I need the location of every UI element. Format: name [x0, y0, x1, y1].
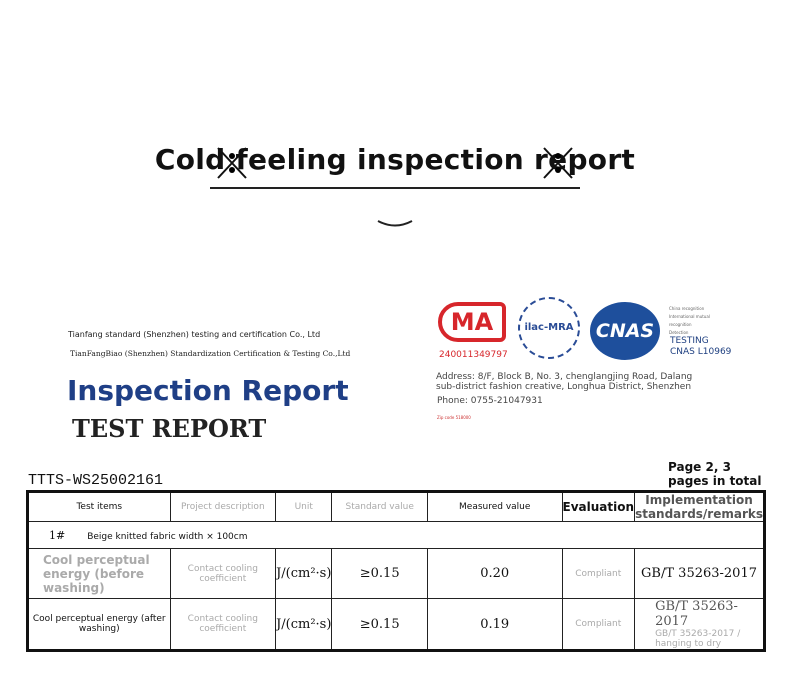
company-name-en: TianFangBiao (Shenzhen) Standardization … — [70, 349, 351, 358]
results-table: Test items Project description Unit Stan… — [26, 490, 766, 652]
description: Contact cooling coefficient — [169, 548, 277, 599]
test-item: Cool perceptual energy (after washing) — [27, 598, 171, 651]
sample-row: 1# Beige knitted fabric width × 100cm — [27, 521, 765, 549]
test-item: Cool perceptual energy (before washing) — [27, 548, 171, 599]
standard-value: ≥0.15 — [331, 598, 428, 651]
report-title: Inspection Report — [67, 374, 349, 407]
header-standard: Standard value — [331, 491, 428, 522]
report-subtitle: TEST REPORT — [72, 414, 267, 443]
chevron-down-icon — [377, 220, 413, 227]
cnas-notes: China recognition International mutual re… — [669, 306, 710, 335]
evaluation: Compliant — [561, 598, 636, 651]
measured-value: 0.19 — [426, 598, 563, 651]
cnas-testing: TESTING CNAS L10969 — [670, 336, 732, 357]
header-measured: Measured value — [426, 491, 563, 522]
remark: GB/T 35263-2017 GB/T 35263-2017 / hanging… — [634, 598, 765, 651]
header-remarks: Implementation standards/remarks — [634, 491, 765, 522]
description: Contact cooling coefficient — [169, 598, 277, 651]
header-evaluation: Evaluation — [561, 491, 636, 522]
cma-logo: MA — [438, 302, 506, 342]
evaluation: Compliant — [561, 548, 636, 599]
banner-title: Cold feeling inspection report — [154, 143, 636, 176]
address: Address: 8/F, Block B, No. 3, chenglangj… — [436, 372, 693, 392]
cma-number: 240011349797 — [439, 350, 508, 360]
title-underline — [210, 187, 580, 189]
zip-code: Zip code 518000 — [437, 415, 471, 420]
ilac-mra-logo: ilac-MRA — [518, 297, 580, 359]
header-description: Project description — [169, 491, 277, 522]
standard-value: ≥0.15 — [331, 548, 428, 599]
table-row: Cool perceptual energy (before washing) … — [27, 548, 765, 599]
table-header: Test items Project description Unit Stan… — [27, 491, 765, 522]
unit: J/(cm²·s) — [275, 548, 333, 599]
table-row: Cool perceptual energy (after washing) C… — [27, 598, 765, 651]
measured-value: 0.20 — [426, 548, 563, 599]
header-unit: Unit — [275, 491, 333, 522]
sample-id: 1# — [49, 528, 66, 542]
phone: Phone: 0755-21047931 — [437, 396, 543, 406]
company-name: Tianfang standard (Shenzhen) testing and… — [68, 330, 321, 339]
snowflake-cross-icon — [543, 147, 573, 179]
page-indicator: Page 2, 3 pages in total — [668, 460, 762, 488]
unit: J/(cm²·s) — [275, 598, 333, 651]
snowflake-cross-icon — [217, 147, 247, 179]
report-number: TTTS-WS25002161 — [28, 472, 164, 489]
header-test-items: Test items — [27, 491, 171, 522]
remark: GB/T 35263-2017 — [634, 548, 765, 599]
sample-desc: Beige knitted fabric width × 100cm — [87, 531, 248, 542]
cnas-logo: CNAS — [590, 302, 660, 360]
